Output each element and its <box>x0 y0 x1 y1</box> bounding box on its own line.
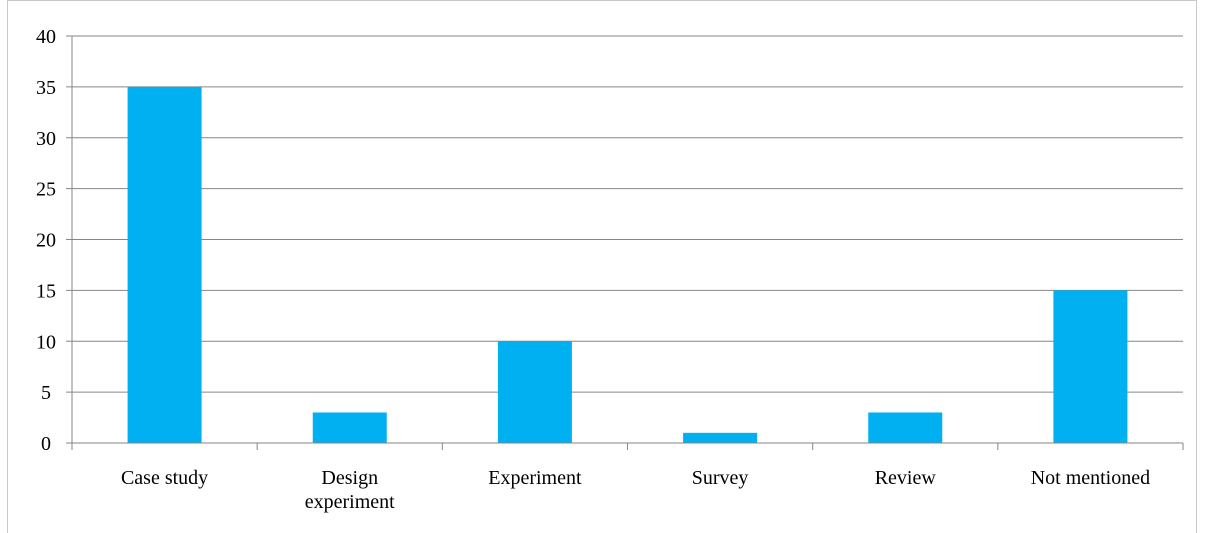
y-tick-label: 30 <box>36 128 56 150</box>
bar-design-experiment <box>312 412 387 443</box>
x-category-label: Case study <box>121 467 208 489</box>
bar-case-study <box>127 86 202 443</box>
x-category-label-line: Case study <box>121 467 208 489</box>
x-category-label: Review <box>875 467 937 489</box>
x-category-label-line: Not mentioned <box>1031 467 1150 489</box>
y-tick-label: 35 <box>36 77 56 99</box>
y-tick-label: 25 <box>36 179 56 201</box>
axes <box>66 35 1184 450</box>
bar-experiment <box>497 341 572 443</box>
x-category-label: Experiment <box>488 467 582 489</box>
x-category-label-line: Survey <box>692 467 749 489</box>
y-tick-label: 15 <box>36 280 56 302</box>
y-tick-label: 40 <box>36 26 56 48</box>
x-category-label-line: Experiment <box>488 467 582 489</box>
y-tick-label: 10 <box>36 331 56 353</box>
bar-survey <box>683 432 758 443</box>
bar-review <box>868 412 943 443</box>
x-category-label: Not mentioned <box>1031 467 1150 489</box>
y-tick-label: 20 <box>36 230 56 252</box>
bar-not-mentioned <box>1053 290 1128 443</box>
bars <box>127 86 1128 443</box>
chart-frame <box>7 0 1197 533</box>
x-category-label: Survey <box>692 467 749 489</box>
x-category-label-line: Review <box>875 467 937 489</box>
gridlines <box>72 35 1183 393</box>
y-tick-label: 0 <box>41 433 51 455</box>
x-category-label-line: experiment <box>305 491 395 513</box>
y-tick-label: 5 <box>41 382 51 404</box>
x-category-label: Design experiment <box>305 467 395 513</box>
x-category-label-line: Design <box>321 467 378 489</box>
labels: 0 5 10 15 20 25 30 35 40 Case study Design experime… <box>36 26 1150 513</box>
